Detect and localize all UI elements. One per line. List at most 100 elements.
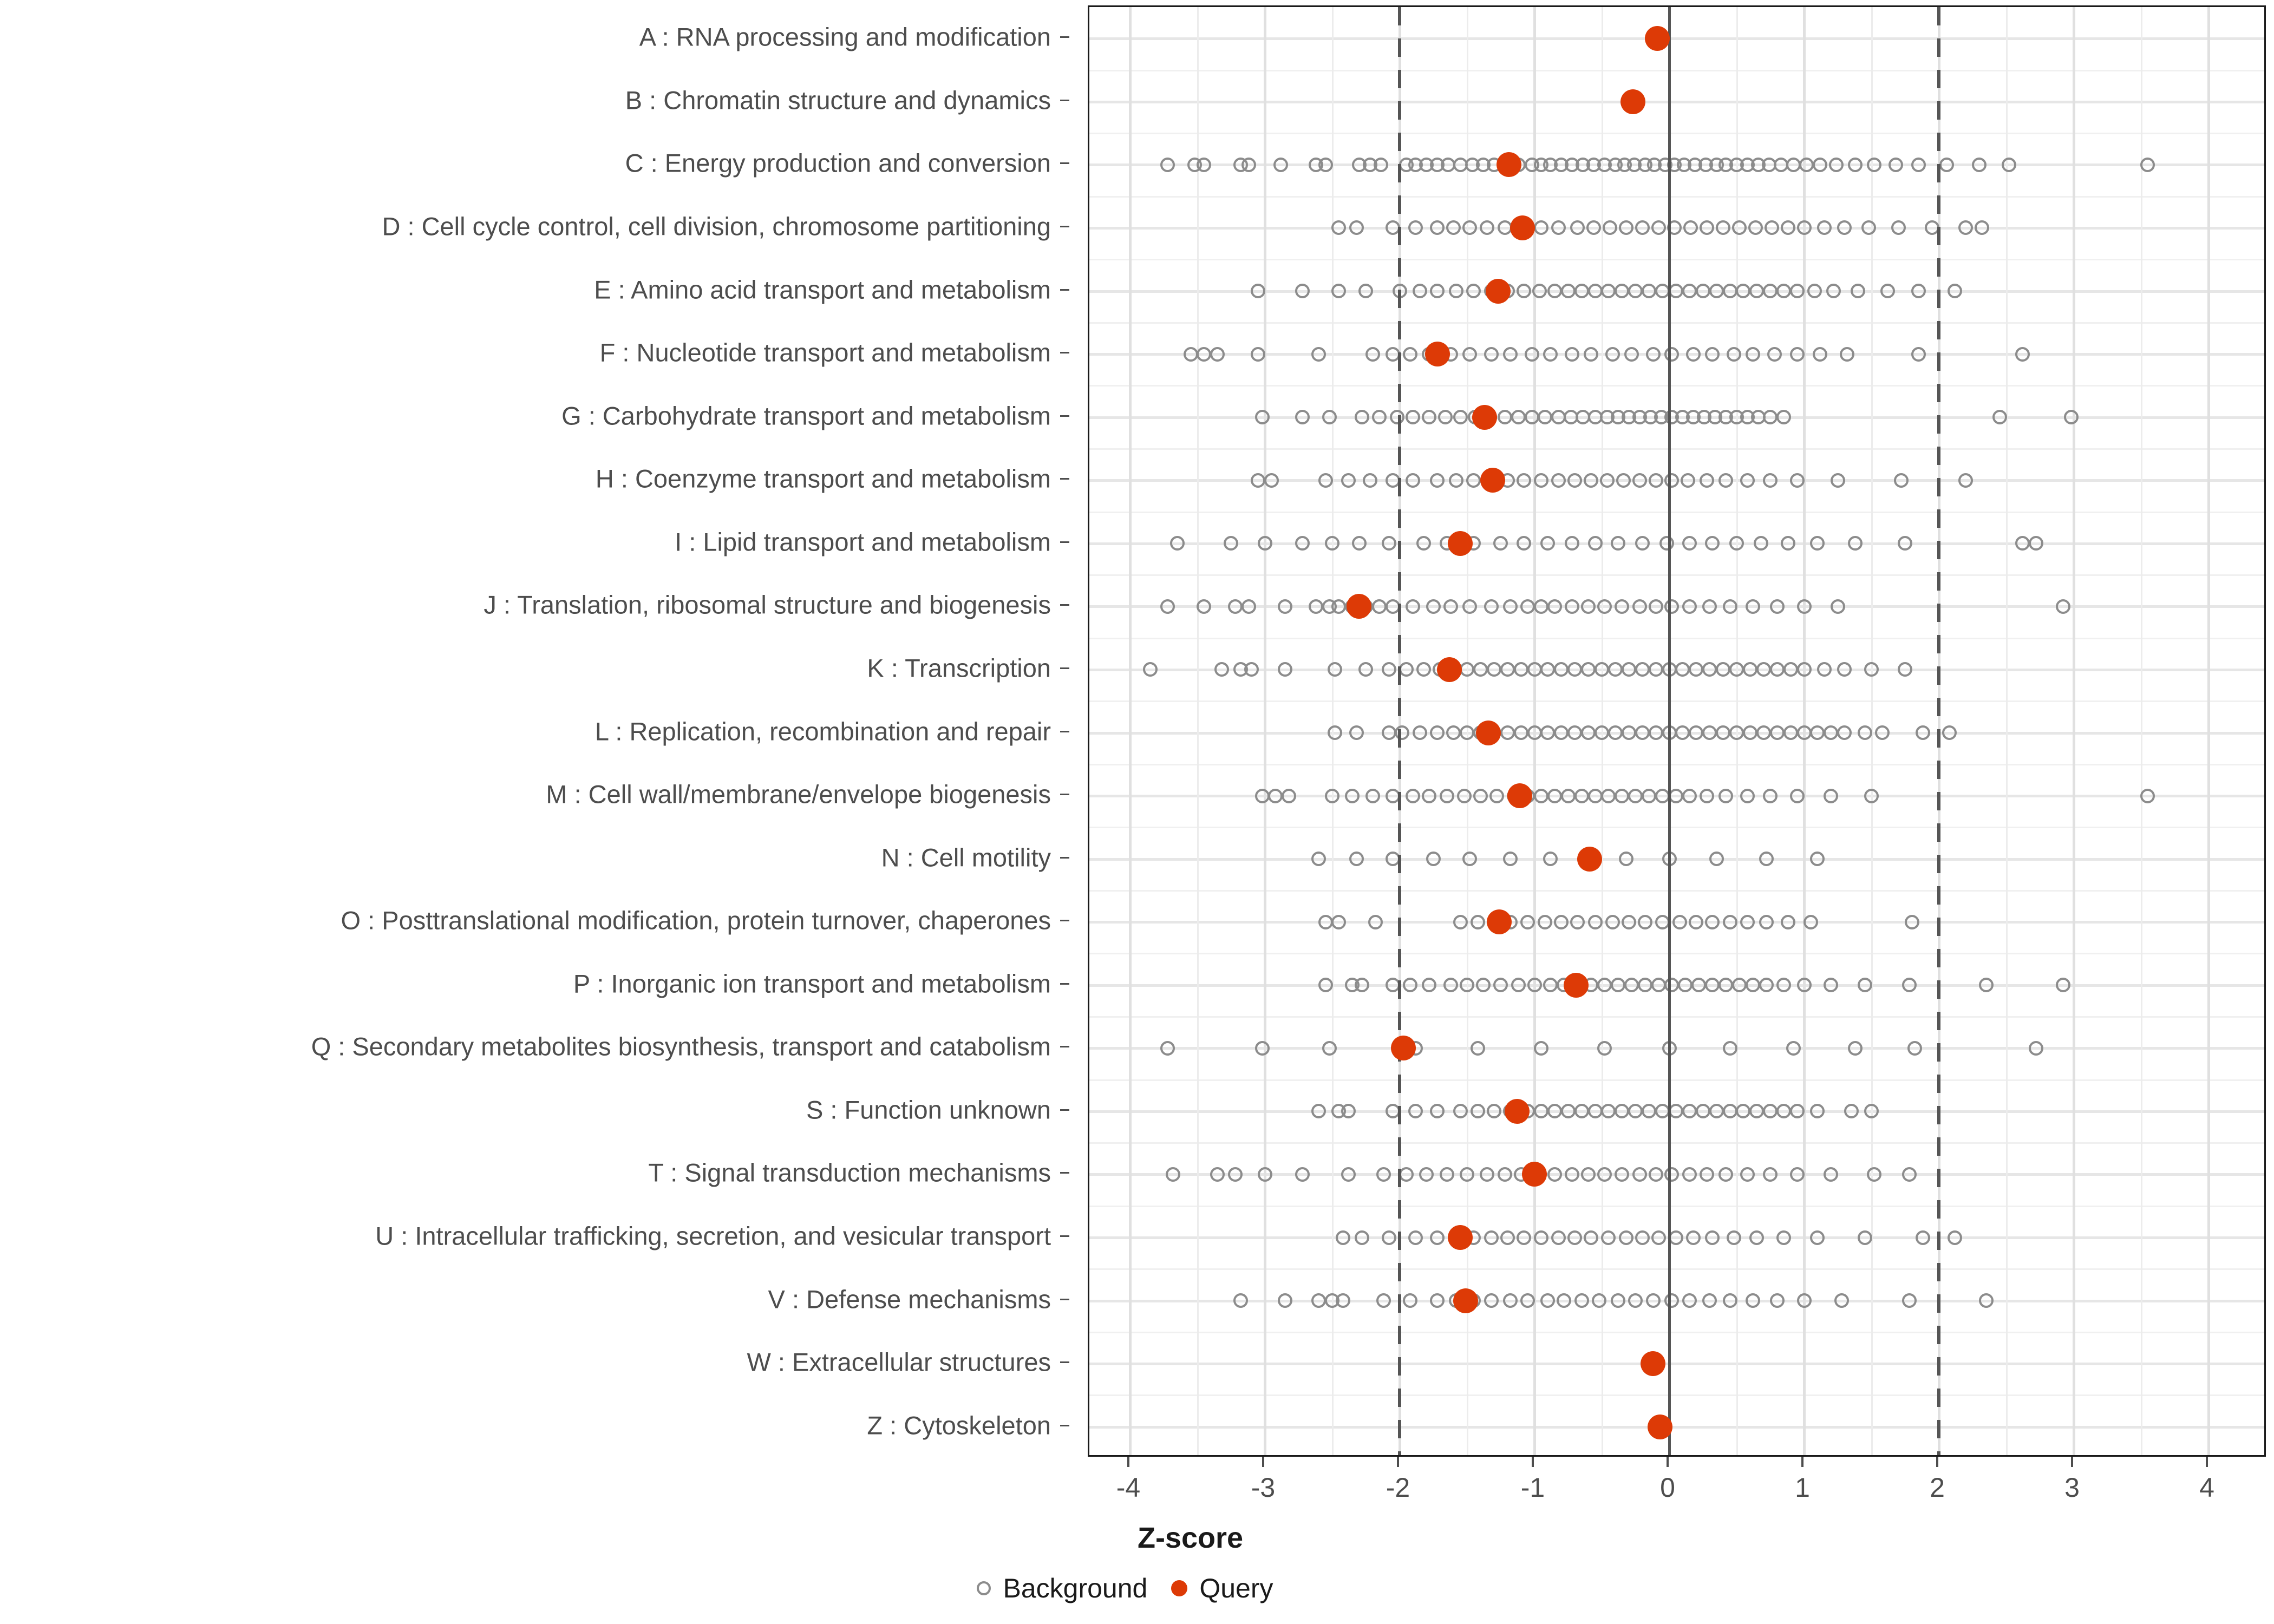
background-point [1901, 1293, 1917, 1308]
background-point [1901, 978, 1917, 993]
background-point [1538, 410, 1553, 425]
background-point [1403, 1293, 1418, 1308]
query-point [1480, 468, 1505, 493]
background-point [1651, 220, 1666, 235]
background-point [1608, 662, 1623, 677]
background-point [1700, 788, 1715, 803]
background-point [1365, 346, 1380, 362]
background-point [1416, 536, 1432, 551]
background-point [1430, 725, 1445, 740]
background-point [1277, 599, 1292, 614]
y-axis-tick-label: I : Lipid transport and metabolism [675, 527, 1051, 556]
background-point [1975, 220, 1990, 235]
background-point [1565, 1167, 1580, 1182]
background-point [1543, 852, 1558, 867]
background-point [1595, 662, 1609, 677]
background-point [1516, 536, 1531, 551]
background-point [1824, 1167, 1839, 1182]
background-point [1866, 157, 1881, 172]
x-axis-title: Z-score [0, 1521, 2274, 1555]
background-point [1635, 1230, 1650, 1245]
background-point [1520, 1293, 1535, 1308]
background-point [1705, 978, 1720, 993]
background-point [1722, 599, 1737, 614]
y-axis-tick-mark [1060, 730, 1069, 732]
background-point [1551, 220, 1566, 235]
background-point [1796, 599, 1812, 614]
background-point [1672, 914, 1688, 929]
background-point [1311, 852, 1327, 867]
background-point [1349, 725, 1364, 740]
background-point [1351, 536, 1367, 551]
background-point [1736, 1104, 1751, 1119]
background-point [1682, 1293, 1697, 1308]
background-point [1807, 284, 1822, 299]
background-point [1718, 978, 1734, 993]
background-point [1635, 536, 1650, 551]
background-point [1381, 725, 1396, 740]
x-axis-tick-mark [1397, 1457, 1399, 1467]
background-point [1325, 788, 1339, 803]
background-point [1796, 1293, 1812, 1308]
background-point [1565, 346, 1580, 362]
background-point [1664, 473, 1680, 488]
background-point [1502, 852, 1518, 867]
y-axis-tick-label: L : Replication, recombination and repai… [594, 717, 1051, 745]
y-axis-tick-label: U : Intracellular trafficking, secretion… [375, 1221, 1051, 1250]
background-point [1183, 346, 1198, 362]
background-point [1325, 536, 1339, 551]
background-point [1453, 410, 1468, 425]
background-point [1632, 473, 1647, 488]
background-point [1691, 978, 1707, 993]
background-point [1197, 157, 1212, 172]
background-point [1705, 1230, 1720, 1245]
background-point [1533, 599, 1548, 614]
background-point [1648, 599, 1663, 614]
background-point [1702, 662, 1717, 677]
background-point [1318, 157, 1333, 172]
y-axis-tick-mark [1060, 225, 1069, 227]
background-point [1810, 852, 1825, 867]
background-point [1403, 978, 1418, 993]
background-point [1764, 220, 1779, 235]
background-point [1547, 1167, 1562, 1182]
query-point [1485, 278, 1511, 304]
background-point [1740, 914, 1755, 929]
y-axis-tick-mark [1060, 478, 1069, 480]
background-point [1466, 473, 1481, 488]
background-point [1480, 220, 1495, 235]
background-point [1597, 1040, 1612, 1056]
background-point [1915, 1230, 1930, 1245]
background-point [1796, 978, 1812, 993]
background-point [1602, 220, 1617, 235]
background-point [1796, 662, 1812, 677]
background-point [1438, 410, 1453, 425]
x-axis-tick-mark [1667, 1457, 1669, 1467]
background-point [1389, 410, 1404, 425]
y-axis-tick-label: K : Transcription [867, 653, 1051, 683]
background-point [1901, 1167, 1917, 1182]
horizontal-gridline-minor [1089, 448, 2264, 450]
background-point [1745, 978, 1760, 993]
y-axis-tick-label: J : Translation, ribosomal structure and… [483, 590, 1051, 619]
background-point [2028, 536, 2043, 551]
filled-circle-icon [1171, 1580, 1188, 1596]
background-point [1567, 725, 1583, 740]
y-axis-tick-mark [1060, 99, 1069, 101]
background-point [2015, 536, 2030, 551]
background-point [1810, 536, 1825, 551]
background-point [1335, 1293, 1350, 1308]
background-point [1244, 662, 1259, 677]
background-point [1368, 914, 1383, 929]
background-point [1803, 914, 1818, 929]
reference-line-dashed [1398, 7, 1401, 1455]
background-point [1624, 978, 1639, 993]
background-point [1780, 914, 1795, 929]
background-point [1210, 1167, 1225, 1182]
background-point [1497, 410, 1512, 425]
background-point [1533, 1230, 1548, 1245]
y-axis-tick-mark [1060, 856, 1069, 859]
background-point [1524, 346, 1539, 362]
background-point [1776, 284, 1792, 299]
background-point [1864, 662, 1879, 677]
